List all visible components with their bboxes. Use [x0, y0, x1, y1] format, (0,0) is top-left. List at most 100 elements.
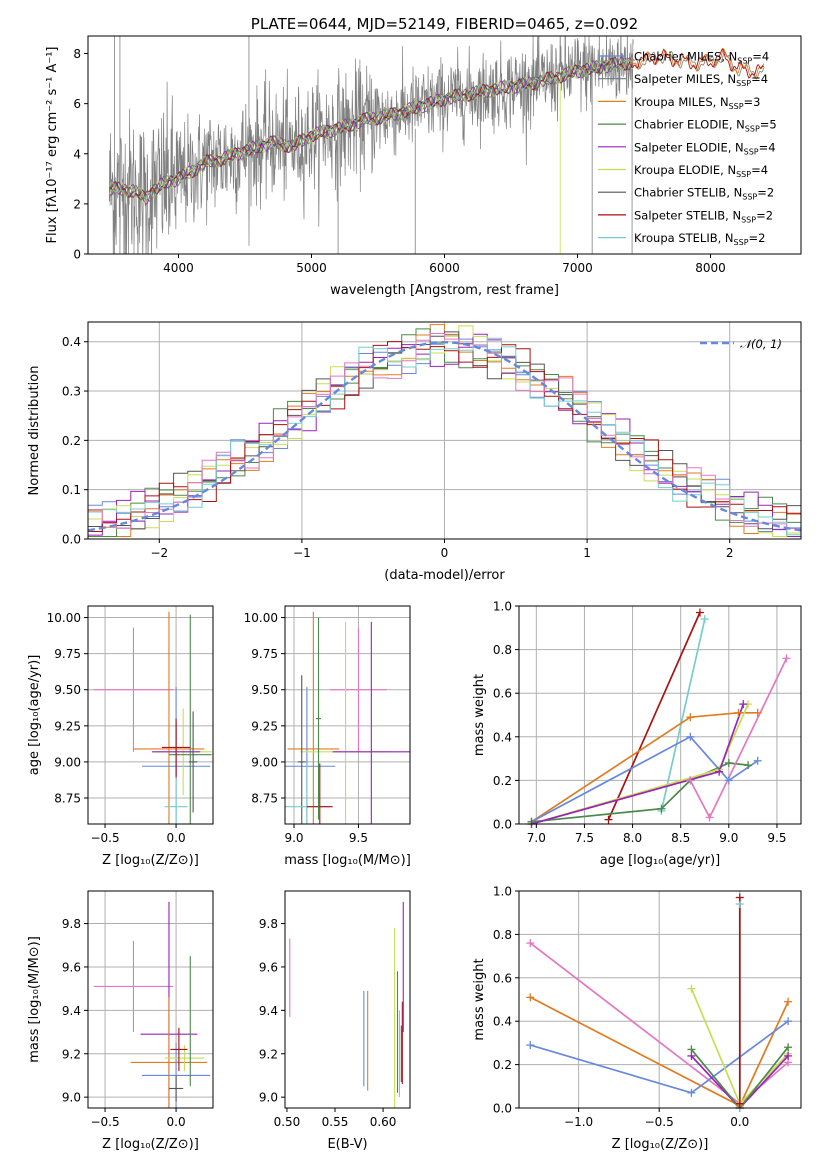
chart-title: PLATE=0644, MJD=52149, FIBERID=0465, z=0…: [251, 15, 638, 33]
axes-frame: [87, 605, 214, 825]
plot-area: [285, 611, 410, 824]
plot-area: [93, 611, 212, 824]
x-tick-label: 0.50: [274, 1115, 301, 1129]
plot-area: [88, 324, 801, 537]
weight-line: [531, 711, 758, 823]
x-axis-label: Z [log₁₀(Z/Z⊙)]: [612, 1137, 709, 1152]
x-tick-label: 9.5: [349, 831, 368, 845]
weight-marker: [782, 654, 791, 663]
errorbar-point: [306, 763, 333, 824]
x-tick-label: 0.55: [322, 1115, 349, 1129]
y-tick-label: 0.2: [493, 1058, 512, 1072]
x-tick-label: 7.0: [527, 831, 546, 845]
x-tick-label: 1: [583, 546, 591, 560]
y-tick-label: 0.4: [62, 335, 81, 349]
weight-marker: [526, 1041, 535, 1050]
y-tick-label: 8.75: [54, 792, 81, 806]
weight-marker: [686, 776, 695, 785]
y-tick-label: 9.8: [62, 917, 81, 931]
panel-weight-vs-Z: −1.0 −0.5 0.0 0.0 0.2 0.4 0.6 0.8 1.0 Z [log₁₀(Z/…: [472, 885, 802, 1152]
weight-marker: [739, 700, 748, 709]
weight-marker: [753, 756, 762, 765]
errorbar-point: [164, 777, 188, 824]
y-axis-label: Flux [fλ10⁻¹⁷ erg cm⁻² s⁻¹ A⁻¹]: [45, 47, 60, 244]
x-axis-label: wavelength [Angstrom, rest frame]: [330, 283, 559, 298]
errorbar-point: [332, 621, 410, 824]
weight-line: [690, 1055, 789, 1108]
y-tick-label: 0.8: [493, 928, 512, 942]
legend-entry: Salpeter MILES, NSSP=4: [634, 72, 768, 88]
errorbar-point: [93, 940, 174, 1033]
axes-frame: [87, 890, 214, 1109]
errorbar-point: [188, 711, 198, 813]
y-tick-label: 1.0: [493, 600, 512, 614]
y-tick-label: 1.0: [493, 885, 512, 899]
model-line-salpeter-stelib: [109, 57, 634, 198]
grid-lines: [88, 606, 213, 824]
y-axis-label: age [log₁₀(age/yr)]: [27, 655, 42, 776]
weight-marker: [695, 608, 704, 617]
weight-marker: [657, 804, 666, 813]
residual-histogram-step: [88, 333, 801, 529]
x-tick-label: 7.5: [575, 831, 594, 845]
legend-entry: 𝒩(0, 1): [740, 337, 782, 351]
panel-mass-vs-EBV: 0.50 0.55 0.60 9.0 9.2 9.4 9.6 9.8 E(B-V): [259, 890, 411, 1152]
y-tick-label: 9.0: [259, 1091, 278, 1105]
x-tick-label: 4000: [163, 261, 194, 275]
weight-line: [531, 735, 759, 823]
errorbar-point: [287, 611, 340, 824]
axes-frame: [87, 321, 802, 540]
extended-model-line: [630, 47, 765, 79]
axes-frame: [518, 605, 802, 825]
x-tick-label: 8000: [695, 261, 726, 275]
y-tick-label: 9.6: [259, 960, 278, 974]
y-tick-label: 9.2: [62, 1047, 81, 1061]
plot-area: [108, 36, 765, 254]
grid-lines: [519, 890, 801, 1109]
spectrum-legend: Chabrier MILES, NSSP=4 Salpeter MILES, NS…: [598, 50, 777, 247]
y-tick-label: 0.2: [493, 774, 512, 788]
legend-entry: Kroupa MILES, NSSP=3: [634, 95, 760, 111]
panel-mass-vs-Z: −0.5 0.0 9.0 9.2 9.4 9.6 9.8 Z [log₁₀(Z/Z⊙)] mas…: [27, 890, 214, 1152]
x-tick-label: 5000: [296, 261, 327, 275]
errorbar-point: [93, 627, 174, 752]
weight-marker: [735, 1099, 744, 1108]
panel-weight-vs-age: 7.0 7.5 8.0 8.5 9.0 9.5 0.0 0.2 0.4 0.6 0.8 1.0 age …: [472, 600, 802, 868]
x-tick-label: 8.5: [671, 831, 690, 845]
x-tick-label: 9.0: [284, 831, 303, 845]
x-axis-label: mass [log₁₀(M/M⊙)]: [284, 853, 411, 868]
y-tick-label: 8: [73, 47, 81, 61]
weight-marker: [753, 708, 762, 717]
legend-entry: Chabrier MILES, NSSP=4: [634, 50, 769, 66]
legend-entry: Kroupa ELODIE, NSSP=4: [634, 163, 768, 179]
y-tick-label: 9.50: [251, 683, 278, 697]
grid-lines: [88, 891, 213, 1108]
x-tick-label: −0.5: [645, 1115, 674, 1129]
x-tick-label: −0.5: [90, 1115, 119, 1129]
axes-frame: [284, 890, 411, 1109]
y-tick-label: 0: [73, 248, 81, 262]
y-tick-label: 0.4: [493, 730, 512, 744]
weight-marker: [734, 708, 743, 717]
y-axis-label: mass weight: [472, 958, 487, 1040]
weight-marker: [724, 776, 733, 785]
panel-residuals: −2 −1 0 1 2 0.0 0.1 0.2 0.3 0.4 (data-model)/error…: [27, 321, 802, 583]
residual-histogram-step: [88, 337, 801, 537]
x-tick-label: 8.0: [623, 831, 642, 845]
x-tick-label: 0.0: [167, 831, 186, 845]
y-tick-label: 10.00: [244, 611, 278, 625]
errorbar-point: [297, 675, 306, 824]
errorbar-point: [315, 617, 322, 820]
x-axis-label: (data-model)/error: [384, 568, 505, 583]
y-tick-label: 0.3: [62, 385, 81, 399]
grid-lines: [285, 606, 410, 824]
y-tick-label: 2: [73, 197, 81, 211]
y-tick-label: 9.75: [251, 647, 278, 661]
y-tick-label: 0.0: [493, 1102, 512, 1116]
y-tick-label: 9.0: [62, 1091, 81, 1105]
errorbar-point: [130, 997, 208, 1108]
x-tick-label: −2: [150, 546, 168, 560]
plot-area: [531, 612, 788, 824]
x-axis-label: Z [log₁₀(Z/Z⊙)]: [102, 1137, 199, 1152]
x-tick-label: 0: [441, 546, 449, 560]
